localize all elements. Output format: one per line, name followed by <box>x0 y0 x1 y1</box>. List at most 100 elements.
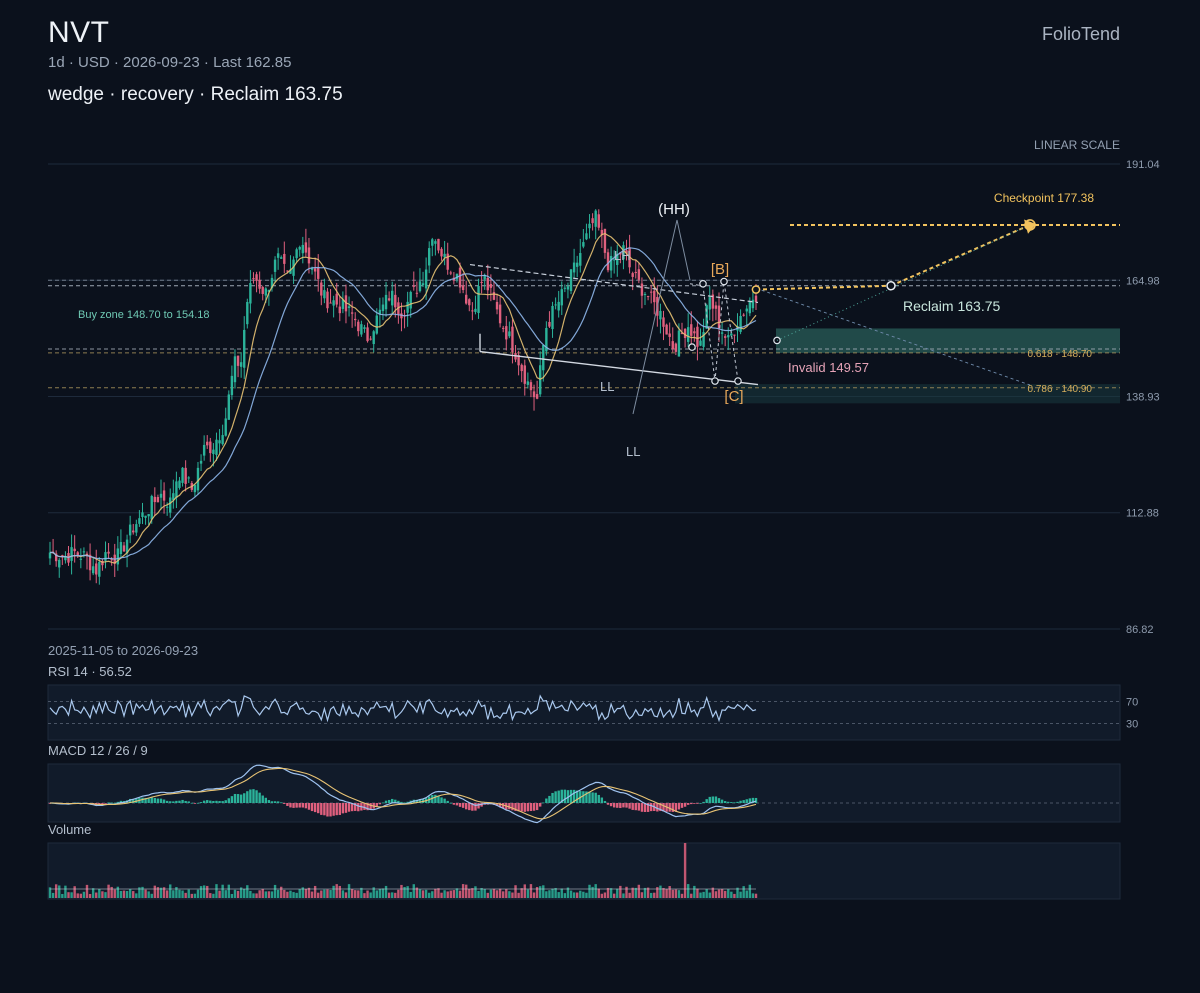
volume-bar <box>711 887 715 898</box>
macd-hist-bar <box>239 794 243 803</box>
macd-hist-bar <box>495 803 499 806</box>
candle-body <box>369 338 372 340</box>
macd-hist-bar <box>128 798 132 803</box>
macd-hist-bar <box>347 803 351 812</box>
candle-body <box>172 493 175 501</box>
volume-bar <box>452 890 456 898</box>
candle-body <box>332 300 335 306</box>
volume-bar <box>548 890 551 898</box>
macd-hist-bar <box>723 801 727 803</box>
volume-bar <box>505 889 508 898</box>
volume-bar <box>690 893 693 898</box>
reclaim-marker <box>886 281 896 291</box>
volume-bar <box>612 893 616 898</box>
macd-hist-bar <box>449 802 452 804</box>
candle-body <box>597 214 600 228</box>
scale-toggle[interactable]: LINEAR SCALE <box>1033 138 1120 152</box>
macd-hist-bar <box>381 802 385 804</box>
volume-bar <box>95 892 98 898</box>
volume-bar <box>107 884 110 898</box>
volume-bar <box>674 889 678 898</box>
candle-body <box>693 331 696 334</box>
volume-bar <box>708 892 711 898</box>
candle-body <box>665 324 668 335</box>
volume-bar <box>625 886 628 898</box>
candle-body <box>304 242 308 253</box>
macd-hist-bar <box>668 803 671 812</box>
volume-bar <box>686 884 690 898</box>
volume-bar <box>730 891 733 898</box>
volume-bar <box>440 892 443 898</box>
candle-body <box>428 248 431 266</box>
candle-body <box>649 291 653 293</box>
macd-hist-bar <box>221 801 224 803</box>
macd-hist-bar <box>640 803 644 812</box>
candle-body <box>116 548 120 565</box>
candle-body <box>326 291 329 309</box>
volume-bar <box>461 884 465 898</box>
volume-bar <box>653 892 656 898</box>
volume-bar <box>418 889 422 898</box>
volume-bar <box>249 890 252 898</box>
volume-bar <box>267 891 271 898</box>
macd-hist-bar <box>156 798 160 803</box>
macd-hist-bar <box>646 803 650 812</box>
candle-body <box>215 439 218 455</box>
macd-hist-bar <box>508 803 511 810</box>
candle-body <box>255 274 258 281</box>
candle-body <box>178 480 181 488</box>
volume-bar <box>668 886 671 898</box>
volume-bar <box>582 891 585 898</box>
volume-bar <box>403 886 406 898</box>
macd-hist-bar <box>745 799 748 803</box>
candle-body <box>498 304 502 324</box>
candle-body <box>400 313 403 319</box>
macd-hist-bar <box>169 801 172 803</box>
candle-body <box>674 343 678 352</box>
volume-bar <box>400 884 403 898</box>
candle-body <box>91 566 95 574</box>
candle-body <box>671 341 674 350</box>
macd-hist-bar <box>415 799 419 803</box>
candle-body <box>458 267 462 288</box>
volume-bar <box>480 888 483 898</box>
candle-body <box>119 542 123 555</box>
macd-hist-bar <box>280 802 283 804</box>
volume-bar <box>739 891 742 898</box>
candle-body <box>258 279 261 289</box>
volume-bar <box>79 893 83 898</box>
macd-hist-bar <box>375 803 378 807</box>
volume-bar <box>335 884 338 898</box>
volume-bar <box>569 890 573 898</box>
candle-body <box>329 302 332 304</box>
volume-bar <box>165 890 169 898</box>
macd-panel-label: MACD 12 / 26 / 9 <box>48 743 148 758</box>
macd-hist-bar <box>230 796 234 803</box>
volume-bar <box>733 893 736 898</box>
volume-bar <box>286 891 289 898</box>
candle-body <box>199 460 203 464</box>
volume-bar <box>320 890 323 898</box>
volume-bar <box>150 893 153 898</box>
candle-body <box>283 253 286 264</box>
candle-body <box>495 301 499 310</box>
candle-body <box>468 299 471 306</box>
macd-hist-bar <box>662 803 665 812</box>
fib-618-label: 0.618 · 148.70 <box>1028 349 1093 360</box>
volume-bar <box>693 885 696 898</box>
volume-bar <box>535 887 539 898</box>
volume-bar <box>162 887 166 898</box>
volume-bar <box>696 888 699 898</box>
candle-body <box>754 295 758 303</box>
candle-body <box>508 331 511 337</box>
volume-bar <box>616 888 619 898</box>
volume-bar <box>64 885 67 898</box>
volume-bar <box>135 893 138 898</box>
candle-body <box>73 548 76 552</box>
candle-body <box>474 308 477 312</box>
candle-body <box>273 259 277 272</box>
volume-bar <box>588 884 591 898</box>
candle-body <box>588 223 591 229</box>
macd-hist-bar <box>273 801 277 803</box>
